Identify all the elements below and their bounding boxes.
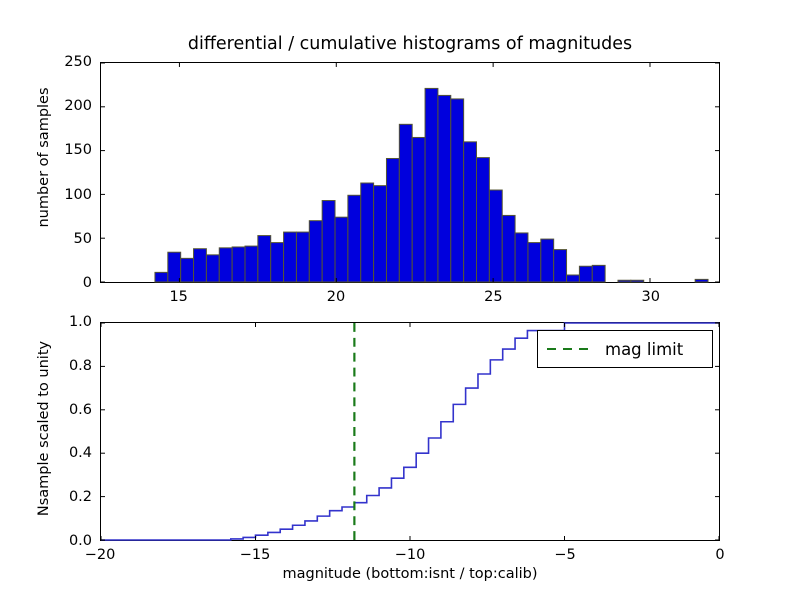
histogram-plot-area [101, 62, 719, 283]
bottom-panel-ytick-0.8: 0.8 [68, 357, 92, 374]
legend: mag limit [537, 330, 713, 368]
top-panel-ytick-0: 0 [82, 275, 92, 291]
top-panel-xtick-15: 15 [169, 289, 188, 305]
legend-label-mag-limit: mag limit [605, 339, 684, 359]
top-panel-ytick-50: 50 [73, 230, 92, 247]
top-panel-xtick-30: 30 [641, 289, 660, 305]
top-panel-ytick-200: 200 [64, 98, 92, 115]
bottom-panel-xtick--20: −20 [84, 547, 116, 563]
figure-title: differential / cumulative histograms of … [187, 34, 633, 54]
top-panel-xtick-20: 20 [326, 289, 346, 305]
bottom-panel-ytick-0.2: 0.2 [68, 489, 92, 506]
bottom-panel-xtick--5: −5 [554, 547, 576, 563]
top-panel-ytick-150: 150 [64, 142, 92, 159]
bottom-panel-ytick-0.6: 0.6 [68, 401, 92, 418]
bottom-panel-xtick--15: −15 [239, 547, 271, 563]
bottom-panel-ytick-0.4: 0.4 [68, 445, 92, 462]
bottom-panel-xlabel: magnitude (bottom:isnt / top:calib) [282, 566, 538, 582]
cumulative-plot-area [100, 322, 720, 541]
top-panel-axes [100, 62, 720, 283]
top-panel-ytick-100: 100 [64, 186, 92, 203]
mag-limit-legend-swatch [547, 348, 591, 350]
top-panel-ytick-250: 250 [64, 54, 92, 70]
top-panel-xtick-25: 25 [484, 289, 503, 305]
bottom-panel-ytick-1.0: 1.0 [68, 314, 92, 330]
bottom-panel-xtick--10: −10 [394, 547, 426, 563]
bottom-panel-ytick-0.0: 0.0 [68, 533, 92, 549]
bottom-panel-xtick-0: 0 [715, 547, 725, 563]
